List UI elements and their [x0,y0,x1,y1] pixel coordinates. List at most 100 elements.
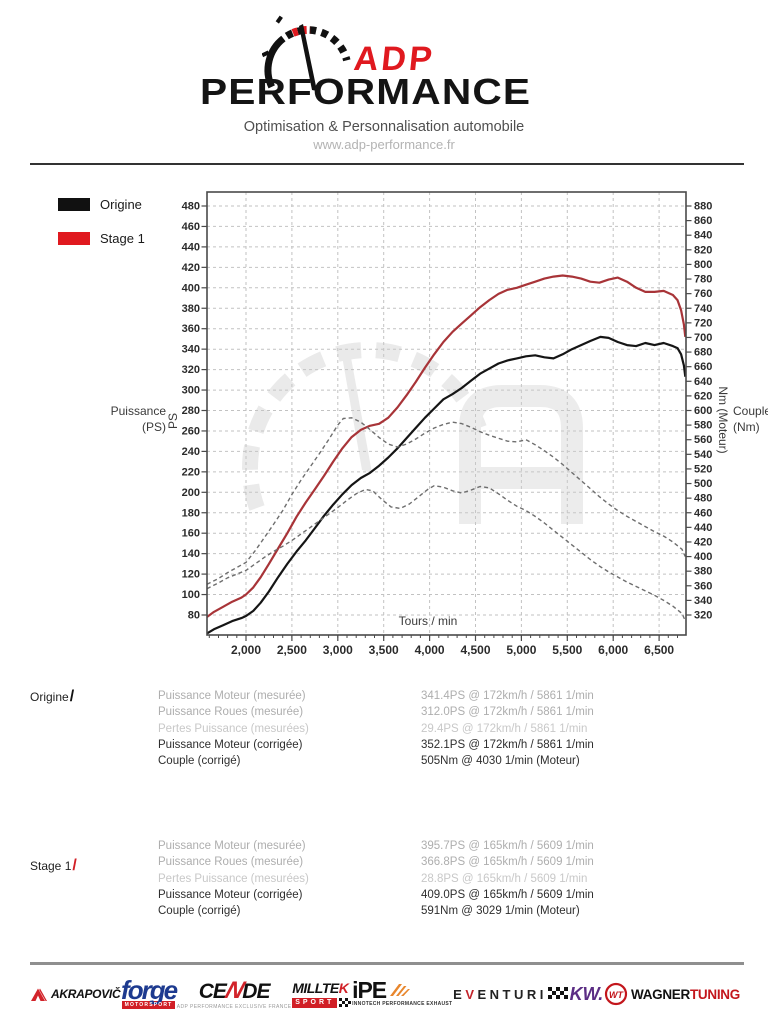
svg-text:320: 320 [694,610,712,622]
result-row: Puissance Moteur (corrigée) 352.1PS @ 17… [158,738,594,751]
legend-label-stage1: Stage 1 [100,231,145,246]
svg-text:5,500: 5,500 [552,643,582,657]
svg-text:400: 400 [694,551,712,563]
svg-text:760: 760 [694,288,712,300]
stage-title-stage1: Stage 1/ [30,857,77,874]
svg-text:3,500: 3,500 [369,643,399,657]
svg-text:500: 500 [694,478,712,490]
svg-text:640: 640 [694,376,712,388]
logo-forge-motorsport: forge MOTORSPORT [121,974,178,1010]
result-row: Puissance Roues (mesurée) 312.0PS @ 172k… [158,706,594,719]
svg-text:WT: WT [609,990,624,1000]
result-row: Puissance Roues (mesurée) 366.8PS @ 165k… [158,856,594,869]
svg-text:580: 580 [694,420,712,432]
series-1 [206,335,687,635]
svg-text:460: 460 [694,507,712,519]
svg-text:340: 340 [694,595,712,607]
svg-text:(Nm): (Nm) [733,420,760,434]
svg-text:560: 560 [694,434,712,446]
svg-text:80: 80 [188,610,200,622]
svg-text:840: 840 [694,230,712,242]
svg-text:(PS): (PS) [142,420,166,434]
legend-swatch-origine [58,198,90,211]
svg-text:740: 740 [694,303,712,315]
svg-text:700: 700 [694,332,712,344]
svg-text:6,000: 6,000 [598,643,628,657]
footer-divider [30,962,744,965]
brand-performance: PERFORMANCE [200,71,532,112]
svg-text:360: 360 [694,580,712,592]
svg-text:300: 300 [182,385,200,397]
svg-text:3,000: 3,000 [323,643,353,657]
logo-kw: KW. [547,984,603,1005]
svg-text:480: 480 [182,201,200,213]
svg-text:4,500: 4,500 [460,643,490,657]
svg-text:6,500: 6,500 [644,643,674,657]
series-0 [206,274,687,618]
logo-milltek-sport: MILLTEK SPORT [292,980,352,1009]
result-row: Puissance Moteur (mesurée) 395.7PS @ 165… [158,840,594,852]
svg-text:540: 540 [694,449,712,461]
logo-wagner-tuning: WT WAGNERTUNING [604,982,740,1006]
svg-text:420: 420 [182,262,200,274]
wagner-badge-icon: WT [604,982,628,1006]
logo-eventuri: E V ENTURI [453,986,547,1002]
svg-text:460: 460 [182,221,200,233]
dyno-chart: 480 460 440 420 400 380 360 340 320 300 280 260 240 2… [111,191,768,657]
svg-text:420: 420 [694,537,712,549]
svg-text:780: 780 [694,274,712,286]
svg-text:480: 480 [694,493,712,505]
gauge-logo-icon [262,15,351,91]
svg-text:Couple: Couple [733,404,768,418]
svg-text:140: 140 [182,548,200,560]
svg-text:320: 320 [182,364,200,376]
svg-text:260: 260 [182,426,200,438]
result-row: Puissance Moteur (mesurée) 341.4PS @ 172… [158,690,594,702]
legend-swatch-stage1 [58,232,90,245]
ipe-wing-icon [390,984,411,997]
result-row: Pertes Puissance (mesurées) 29.4PS @ 172… [158,722,588,735]
svg-text:520: 520 [694,463,712,475]
svg-text:Nm (Moteur): Nm (Moteur) [716,386,730,453]
milltek-checker-icon [339,997,352,1007]
svg-text:440: 440 [182,241,200,253]
svg-text:340: 340 [182,344,200,356]
svg-text:PS: PS [166,413,180,429]
curves-layer [206,274,687,635]
legend-label-origine: Origine [100,197,142,212]
logo-cende: CENDE ADP PERFORMANCE EXCLUSIVE FRANCE [176,976,292,1010]
header-divider [30,163,744,165]
svg-text:400: 400 [182,282,200,294]
svg-text:820: 820 [694,244,712,256]
svg-text:Puissance: Puissance [111,404,167,418]
svg-text:860: 860 [694,215,712,227]
svg-text:160: 160 [182,528,200,540]
svg-text:180: 180 [182,507,200,519]
svg-text:4,000: 4,000 [415,643,445,657]
svg-text:720: 720 [694,317,712,329]
svg-text:100: 100 [182,589,200,601]
watermark-logo [242,341,583,524]
grid-layer [207,192,686,635]
svg-text:Tours / min: Tours / min [399,614,458,628]
svg-text:660: 660 [694,361,712,373]
svg-text:620: 620 [694,390,712,402]
svg-text:380: 380 [182,303,200,315]
svg-text:600: 600 [694,405,712,417]
svg-text:440: 440 [694,522,712,534]
svg-text:200: 200 [182,487,200,499]
result-row: Pertes Puissance (mesurées) 28.8PS @ 165… [158,872,588,885]
result-row: Couple (corrigé) 505Nm @ 4030 1/min (Mot… [158,755,580,768]
svg-text:360: 360 [182,323,200,335]
result-row: Couple (corrigé) 591Nm @ 3029 1/min (Mot… [158,905,580,918]
svg-text:120: 120 [182,569,200,581]
partner-logos: AKRAPOVIČ forge MOTORSPORT CENDE ADP PER… [30,970,740,1018]
svg-text:220: 220 [182,466,200,478]
kw-flag-icon [547,987,568,999]
svg-text:2,000: 2,000 [231,643,261,657]
brand-tagline: Optimisation & Personnalisation automobi… [243,119,525,135]
svg-text:880: 880 [694,201,712,213]
brand-website: www.adp-performance.fr [313,137,455,152]
svg-text:2,500: 2,500 [277,643,307,657]
result-row: Puissance Moteur (corrigée) 409.0PS @ 16… [158,888,594,901]
